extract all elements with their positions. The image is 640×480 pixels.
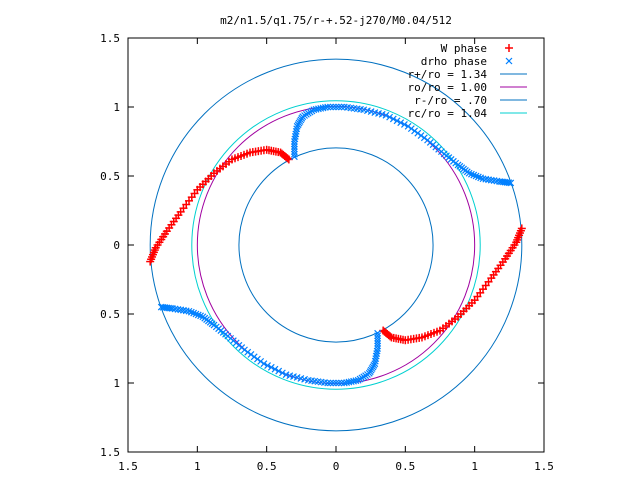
fill-1-0-3 — [290, 145, 298, 153]
fill-1-22-2 — [335, 379, 343, 387]
y-tick-label-5: 1 — [113, 377, 120, 390]
fill-1-8-3 — [393, 117, 401, 125]
fill-1-32-5 — [159, 303, 167, 311]
fill-1-1-5 — [293, 125, 301, 133]
fill-1-25-3 — [271, 365, 279, 373]
legend-label-c2: r-/ro = .70 — [414, 94, 487, 107]
fill-1-0-2 — [290, 148, 298, 156]
point-1-22 — [340, 379, 348, 387]
legend-label-s0: W phase — [441, 42, 487, 55]
fill-1-9-1 — [407, 125, 415, 133]
circle-0 — [149, 58, 523, 432]
fill-1-22-1 — [338, 379, 345, 387]
fill-1-5-5 — [338, 103, 345, 111]
legend-label-c3: rc/ro = 1.04 — [408, 107, 488, 120]
x-tick-label-2: 0.5 — [257, 460, 277, 473]
fill-1-26-3 — [250, 353, 258, 361]
y-tick-label-3: 0 — [113, 239, 120, 252]
data-series — [146, 103, 526, 387]
fill-1-18-5 — [371, 357, 379, 365]
fill-1-0-4 — [290, 143, 298, 150]
fill-1-25-4 — [267, 363, 275, 371]
fill-1-25-1 — [278, 369, 286, 377]
fill-1-17-3 — [374, 337, 382, 345]
fill-1-8-4 — [397, 119, 405, 127]
point-1-17 — [374, 329, 382, 337]
point-1-0 — [290, 153, 298, 161]
y-tick-label-2: 0.5 — [100, 170, 120, 183]
fill-1-22-4 — [329, 379, 337, 387]
x-tick-label-1: 1 — [194, 460, 201, 473]
y-tick-label-4: 0.5 — [100, 308, 120, 321]
fill-1-22-3 — [332, 379, 340, 387]
fill-1-26-5 — [244, 348, 252, 356]
fill-1-5-2 — [329, 103, 337, 111]
y-tick-label-1: 1 — [113, 101, 120, 114]
fill-1-5-3 — [332, 103, 340, 111]
legend-marker-s1 — [505, 57, 513, 65]
circle-2 — [238, 147, 434, 343]
fill-0-9-5 — [283, 154, 292, 163]
legend-label-c1: ro/ro = 1.00 — [408, 81, 487, 94]
y-tick-label-0: 1.5 — [100, 32, 120, 45]
fill-1-22-5 — [327, 379, 334, 387]
series-0 — [146, 145, 526, 345]
fill-1-9-2 — [411, 127, 419, 135]
fill-1-8-1 — [386, 113, 394, 121]
point-1-8 — [382, 111, 390, 119]
x-tick-label-0: 1.5 — [118, 460, 138, 473]
fill-1-15-5 — [505, 179, 513, 187]
fill-1-9-4 — [417, 132, 425, 139]
point-1-16 — [507, 179, 515, 187]
x-tick-label-4: 0.5 — [395, 460, 415, 473]
fill-1-17-1 — [374, 332, 382, 340]
fill-1-26-2 — [253, 355, 261, 363]
y-tick-label-6: 1.5 — [100, 446, 120, 459]
x-tick-label-3: 0 — [333, 460, 340, 473]
fill-1-17-4 — [374, 340, 382, 347]
axis-ticks: 1.5 1 0.5 0 0.5 1 1.51.510.500.511.5 — [100, 32, 554, 473]
fill-1-5-1 — [327, 103, 334, 111]
fill-1-9-3 — [414, 129, 422, 137]
legend-label-c0: r+/ro = 1.34 — [408, 68, 488, 81]
fill-1-25-2 — [275, 367, 283, 375]
fill-1-8-2 — [389, 115, 397, 123]
point-1-26 — [260, 360, 268, 368]
series-1 — [157, 103, 515, 387]
circle-3 — [191, 100, 481, 390]
point-1-9 — [404, 122, 412, 130]
fill-1-25-5 — [264, 362, 272, 369]
fill-1-17-2 — [374, 334, 382, 342]
point-1-5 — [324, 103, 332, 111]
point-1-25 — [282, 371, 290, 379]
legend-label-s1: drho phase — [421, 55, 487, 68]
fill-1-0-1 — [290, 150, 298, 158]
fill-1-5-4 — [335, 103, 343, 111]
point-1-33 — [157, 303, 165, 311]
fill-1-26-1 — [257, 357, 265, 365]
fill-0-20-5 — [380, 327, 389, 336]
x-tick-label-5: 1 — [471, 460, 478, 473]
fill-1-8-5 — [400, 121, 408, 128]
fill-1-9-5 — [420, 134, 428, 142]
legend-marker-s0 — [505, 44, 513, 52]
chart-title: m2/n1.5/q1.75/r-+.52-j270/M0.04/512 — [220, 14, 452, 27]
x-tick-label-6: 1.5 — [534, 460, 554, 473]
fill-1-26-4 — [247, 351, 255, 358]
